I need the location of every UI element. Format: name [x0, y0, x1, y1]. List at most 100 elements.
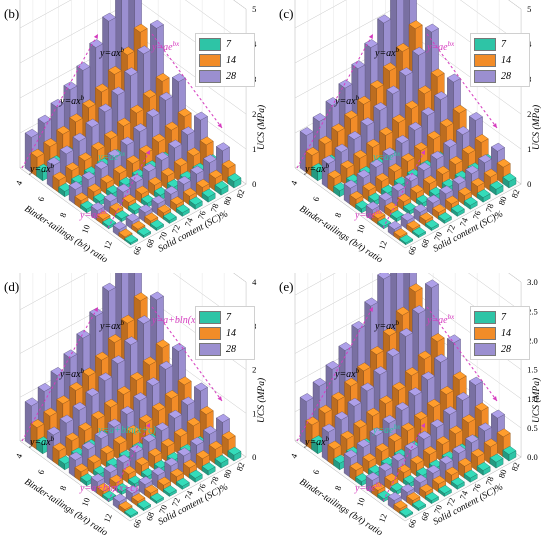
equation-sc-mid: y=aebx [97, 150, 126, 163]
sc-tick-label: 70 [157, 504, 169, 515]
bar-side [343, 183, 351, 205]
z-tick-label: 0 [252, 452, 256, 462]
bar [137, 499, 152, 512]
bar-side [340, 163, 348, 186]
bar-side [391, 186, 399, 207]
bar [162, 485, 177, 497]
bar [406, 220, 421, 234]
chart-panel-e: 0.0 0.5 1.0 1.5 2.0 2.5 3.0 4 6 8 10 12 66 68 70 72 74 76… [275, 273, 550, 545]
bar-side [438, 215, 445, 224]
bar-side [305, 150, 313, 177]
bar-side [388, 436, 395, 461]
bar-side [118, 504, 126, 514]
bar-side [157, 480, 164, 493]
bar-side [125, 488, 133, 503]
bar [188, 469, 203, 483]
bar-side [387, 495, 395, 510]
bt-tick-label: 8 [332, 484, 343, 491]
bt-tick-label: 6 [310, 195, 321, 202]
bar [437, 484, 452, 497]
legend-swatch [199, 53, 221, 67]
legend-label: 7 [501, 311, 506, 323]
bar-side [425, 495, 432, 504]
bar-side [397, 197, 405, 211]
sc-tick-label: 76 [470, 209, 482, 220]
bar-side [126, 428, 133, 454]
bar-side [96, 214, 104, 225]
sc-tick-label: 70 [432, 504, 444, 515]
bar [489, 453, 504, 469]
equation-bt-mid: y=axb [334, 367, 360, 380]
bar-side [151, 470, 159, 489]
equation-sc-low: y=aebx [354, 208, 383, 221]
bar-side [150, 223, 157, 231]
arrow-head [420, 150, 425, 155]
bar-side [399, 511, 406, 519]
bar-side [349, 194, 357, 209]
bar-side [175, 481, 183, 490]
bar-side [496, 162, 504, 185]
panel-label: (e) [279, 279, 294, 294]
bar [227, 446, 242, 462]
arrow-head [368, 34, 373, 39]
bar-side [126, 158, 133, 181]
sc-tick-label: 82 [509, 461, 521, 472]
bar-side [483, 172, 491, 192]
bar-side [173, 161, 181, 183]
bar-side [208, 444, 216, 465]
bar-side [311, 439, 318, 455]
equation-sc-top: y=aebx [151, 40, 180, 53]
bar-side [489, 184, 497, 196]
bar-side [24, 401, 32, 446]
bar-side [188, 473, 196, 483]
bar-side [419, 216, 427, 227]
legend-swatch [199, 342, 221, 356]
bar-side [201, 192, 209, 203]
z-tick-label: 0 [252, 179, 256, 189]
bar-side [406, 495, 414, 507]
z-axis-title: UCS (MPa) [531, 105, 542, 150]
bar-side [157, 208, 164, 220]
bar-side [30, 422, 38, 450]
bar-side [124, 238, 131, 246]
bar [160, 167, 175, 190]
bar [463, 469, 478, 483]
bar [149, 219, 164, 231]
bar [144, 212, 159, 227]
equation-sc-low: y=a+bln(x+c) [79, 483, 139, 494]
bar [424, 219, 439, 231]
bar [470, 448, 485, 472]
bar-side [412, 230, 419, 239]
z-tick-label: 0 [527, 179, 531, 189]
sc-tick-label: 66 [131, 245, 143, 256]
equation-sc-top: y=aebx [426, 313, 455, 326]
bar-side [397, 468, 405, 484]
sc-tick-label: 72 [170, 223, 182, 234]
legend-label: 28 [226, 70, 236, 82]
legend-swatch [199, 326, 221, 340]
bar-side [327, 173, 335, 193]
bar-side [90, 477, 98, 494]
bt-tick-label: 10 [354, 223, 366, 234]
sc-tick-label: 66 [406, 518, 418, 529]
bar-side [371, 485, 379, 498]
arrow-head [145, 150, 150, 155]
bar-side [311, 166, 318, 182]
bar-side [221, 163, 229, 185]
bar-side [406, 224, 414, 234]
bar-side [450, 208, 458, 217]
bt-tick-label: 4 [13, 179, 24, 187]
legend-swatch [474, 326, 496, 340]
bar-side [413, 207, 421, 223]
arrow-head [145, 423, 150, 428]
bar [450, 477, 465, 490]
bar-side [113, 168, 120, 188]
bar-side [349, 465, 357, 482]
bar-side [65, 166, 73, 186]
bar [476, 189, 491, 203]
sc-tick-label: 68 [144, 511, 156, 522]
bar-side [170, 472, 177, 486]
legend-label: 14 [226, 327, 236, 339]
bar-side [378, 195, 386, 214]
equation-sc-top: y=a+bln(x+c) [151, 315, 211, 326]
